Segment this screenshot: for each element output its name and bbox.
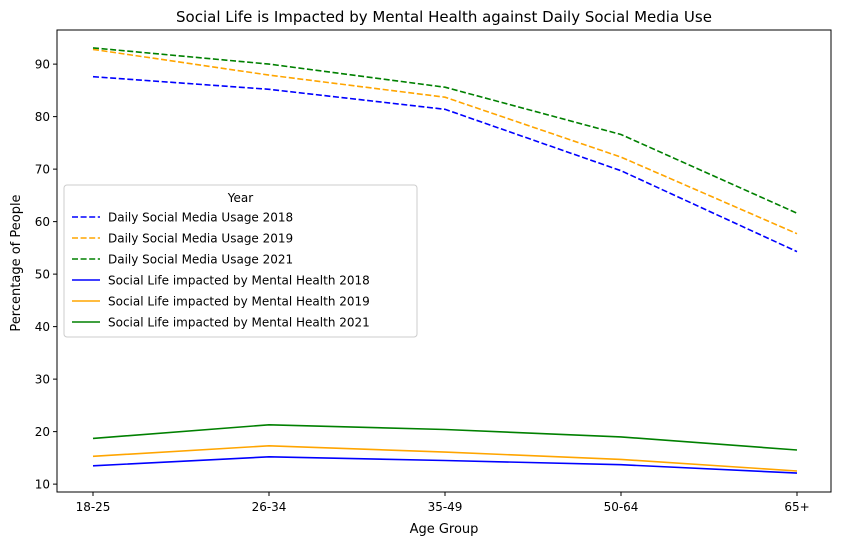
legend-label: Daily Social Media Usage 2019 xyxy=(108,232,293,246)
y-tick-label: 50 xyxy=(35,268,50,282)
legend-label: Social Life impacted by Mental Health 20… xyxy=(108,274,370,288)
y-tick-label: 30 xyxy=(35,373,50,387)
legend-title: Year xyxy=(227,191,253,205)
legend-label: Daily Social Media Usage 2021 xyxy=(108,253,293,267)
y-tick-label: 10 xyxy=(35,478,50,492)
y-tick-label: 40 xyxy=(35,320,50,334)
series-line-5 xyxy=(93,446,797,471)
legend-label: Daily Social Media Usage 2018 xyxy=(108,211,293,225)
y-tick-label: 20 xyxy=(35,425,50,439)
legend: Year Daily Social Media Usage 2018 Daily S… xyxy=(64,185,417,337)
legend-label: Social Life impacted by Mental Health 20… xyxy=(108,316,370,330)
chart-title: Social Life is Impacted by Mental Health… xyxy=(176,8,712,26)
y-tick-label: 70 xyxy=(35,163,50,177)
x-tick-label: 18-25 xyxy=(76,500,111,514)
x-tick-label: 65+ xyxy=(784,500,809,514)
y-tick-label: 60 xyxy=(35,215,50,229)
y-tick-label: 90 xyxy=(35,58,50,72)
legend-label: Social Life impacted by Mental Health 20… xyxy=(108,295,370,309)
series-line-4 xyxy=(93,457,797,473)
x-axis-label: Age Group xyxy=(410,522,479,537)
y-axis-label: Percentage of People xyxy=(9,194,24,331)
x-tick-label: 35-49 xyxy=(428,500,463,514)
x-tick-label: 26-34 xyxy=(252,500,287,514)
series-line-6 xyxy=(93,425,797,450)
x-tick-label: 50-64 xyxy=(604,500,639,514)
y-tick-label: 80 xyxy=(35,110,50,124)
